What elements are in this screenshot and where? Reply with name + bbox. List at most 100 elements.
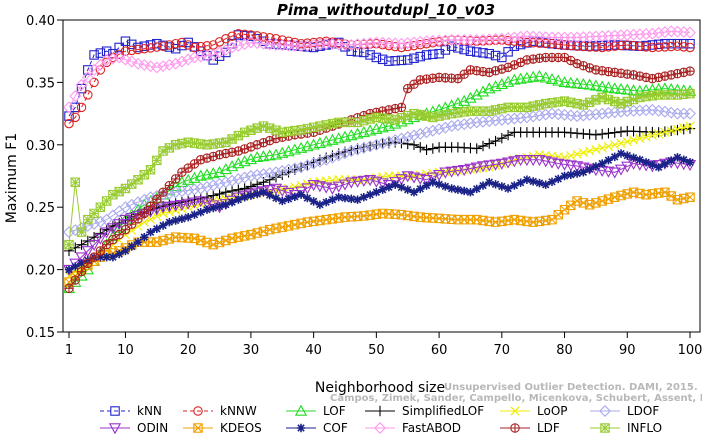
point-fastabod-20 [182, 53, 195, 66]
point-inflo-24 [208, 139, 219, 149]
point-ldof-76 [533, 109, 546, 122]
point-knn-62 [446, 41, 457, 51]
point-inflo-70 [497, 103, 507, 114]
point-ldf-13 [139, 208, 150, 219]
point-knnw-100 [685, 42, 695, 53]
point-knn-11 [126, 39, 137, 50]
point-loop-12 [133, 221, 143, 231]
point-kdeos-22 [195, 235, 206, 246]
point-ldof-10 [119, 201, 132, 214]
point-ldof-52 [382, 135, 395, 148]
point-ldf-12 [133, 214, 143, 224]
point-odin-8 [106, 223, 120, 235]
legend-marker-kdeos [193, 423, 203, 433]
point-ldf-27 [227, 147, 237, 158]
point-odin-67 [476, 161, 490, 173]
point-fastabod-70 [495, 32, 508, 45]
point-cof-38 [296, 190, 306, 199]
point-fastabod-16 [157, 60, 170, 73]
point-cof-11 [127, 242, 136, 251]
point-cof-14 [146, 227, 155, 237]
point-ldf-20 [183, 163, 193, 173]
point-ldf-74 [522, 55, 532, 65]
point-loop-91 [628, 135, 639, 145]
point-fastabod-67 [477, 33, 489, 46]
point-kdeos-85 [591, 198, 601, 208]
point-ldf-15 [152, 194, 162, 205]
point-knnw-27 [227, 31, 237, 41]
point-cof-17 [165, 217, 174, 227]
point-knnw-20 [183, 40, 193, 50]
point-ldof-75 [527, 110, 540, 123]
point-simplifiedlof-55 [402, 138, 413, 150]
point-odin-43 [326, 183, 339, 195]
point-inflo-29 [239, 127, 250, 138]
point-loop-84 [585, 146, 595, 156]
point-inflo-41 [315, 121, 325, 131]
point-knnw-19 [177, 37, 187, 48]
point-odin-64 [458, 165, 471, 177]
point-ldf-90 [622, 69, 633, 79]
point-ldf-76 [534, 53, 545, 64]
point-simplifiedlof-100 [684, 123, 696, 134]
point-lof-30 [244, 153, 258, 165]
point-odin-47 [351, 176, 364, 188]
legend-item-simplifiedlof: SimplifiedLOF [365, 404, 484, 418]
point-kdeos-96 [660, 187, 670, 197]
point-ldof-18 [169, 186, 182, 199]
point-ldof-16 [157, 188, 170, 201]
point-loop-90 [622, 137, 632, 147]
point-knnw-33 [264, 33, 275, 43]
series-layer [64, 25, 697, 294]
point-odin-19 [175, 199, 189, 212]
point-kdeos-83 [578, 198, 589, 208]
point-ldof-51 [376, 137, 389, 150]
point-ldf-75 [528, 54, 538, 64]
point-cof-49 [365, 190, 375, 199]
point-cof-78 [547, 177, 557, 187]
point-inflo-19 [177, 138, 187, 149]
point-cof-39 [303, 193, 312, 203]
point-ldf-24 [208, 151, 219, 162]
series-line-kdeos [68, 191, 691, 283]
point-lof-82 [570, 77, 584, 89]
point-odin-7 [100, 227, 113, 239]
point-cof-60 [434, 180, 444, 189]
point-inflo-64 [459, 107, 469, 117]
point-fastabod-88 [608, 29, 621, 42]
point-ldf-100 [685, 66, 695, 76]
point-ldf-86 [597, 66, 607, 76]
point-knnw-6 [95, 65, 106, 75]
point-simplifiedlof-70 [496, 132, 508, 144]
point-inflo-86 [597, 92, 607, 103]
point-odin-5 [87, 239, 101, 251]
point-ldof-70 [495, 113, 508, 126]
point-ldof-82 [571, 110, 584, 123]
point-cof-66 [472, 184, 481, 194]
point-ldof-40 [307, 157, 320, 170]
point-knn-57 [415, 51, 426, 62]
point-cof-71 [503, 184, 513, 193]
point-knn-10 [120, 36, 131, 46]
point-ldof-28 [232, 173, 245, 186]
point-ldf-68 [484, 67, 495, 78]
point-knnw-31 [252, 31, 262, 41]
legend-marker-cof [296, 423, 306, 433]
point-knn-51 [377, 54, 388, 65]
point-ldf-69 [490, 66, 501, 76]
x-tick-label-60: 60 [431, 343, 448, 358]
point-ldf-94 [647, 73, 658, 84]
point-ldof-91 [627, 104, 640, 117]
point-knn-67 [478, 48, 488, 58]
point-odin-10 [119, 214, 132, 227]
point-fastabod-59 [426, 34, 439, 47]
point-knn-65 [465, 46, 476, 56]
point-fastabod-91 [627, 28, 640, 41]
point-lof-86 [596, 80, 609, 92]
point-ldof-47 [351, 143, 364, 156]
point-ldof-50 [370, 138, 383, 151]
point-odin-74 [520, 155, 534, 167]
point-fastabod-25 [213, 46, 226, 59]
point-ldf-17 [164, 180, 175, 191]
legend-label-lof: LOF [323, 404, 346, 418]
